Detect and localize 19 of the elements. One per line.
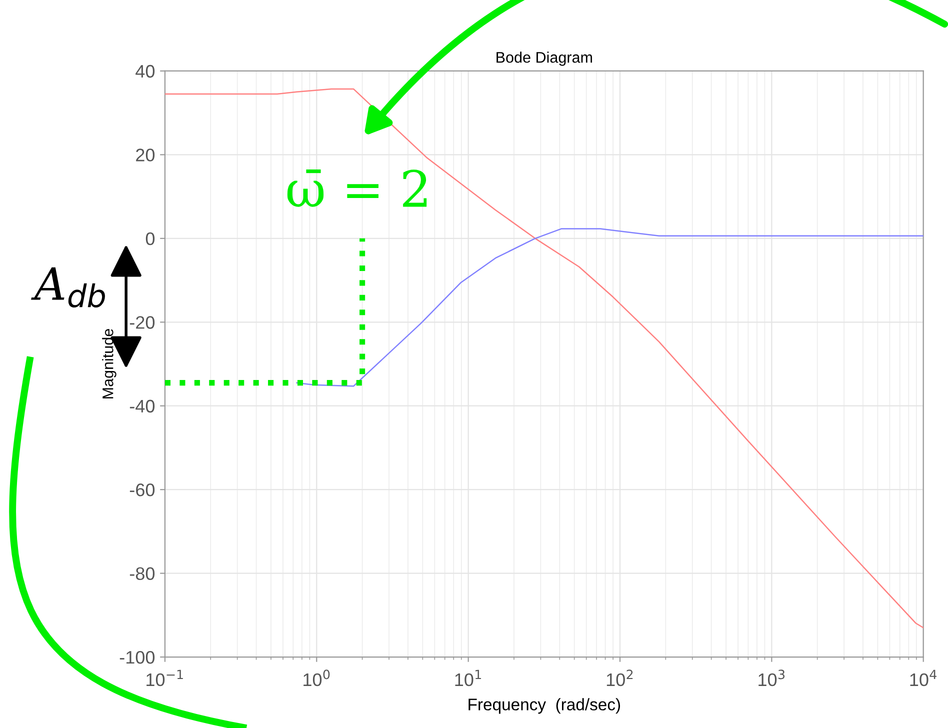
x-tick-label: 10$^{2}$ (606, 670, 633, 686)
y-tick-label: -100 (120, 650, 155, 664)
y-tick-label: 20 (136, 148, 155, 162)
y-tick-label: -20 (130, 316, 155, 329)
x-tick-label: 10$^{0}$ (304, 670, 330, 686)
y-tick-label: -80 (130, 567, 155, 580)
text: A$_{db}$ (31, 267, 105, 308)
chart-title: Bode Diagram (496, 52, 592, 66)
y-tick-label: -60 (130, 484, 155, 496)
y-tick-label: 40 (136, 64, 155, 78)
y-tick-label: -40 (130, 400, 155, 413)
y-axis-title: Magnitude (102, 329, 116, 398)
x-tick-label: 10$^{1}$ (455, 670, 481, 686)
x-tick-label: 10$^{−1}$ (146, 670, 183, 686)
annotation: ω̄ = 2 (287, 169, 427, 207)
x-axis-title: Frequency (rad/sec) (468, 698, 620, 714)
x-tick-label: 10$^{3}$ (758, 670, 785, 686)
x-tick-label: 10$^{4}$ (910, 670, 936, 686)
y-tick-label: 0 (146, 232, 155, 246)
